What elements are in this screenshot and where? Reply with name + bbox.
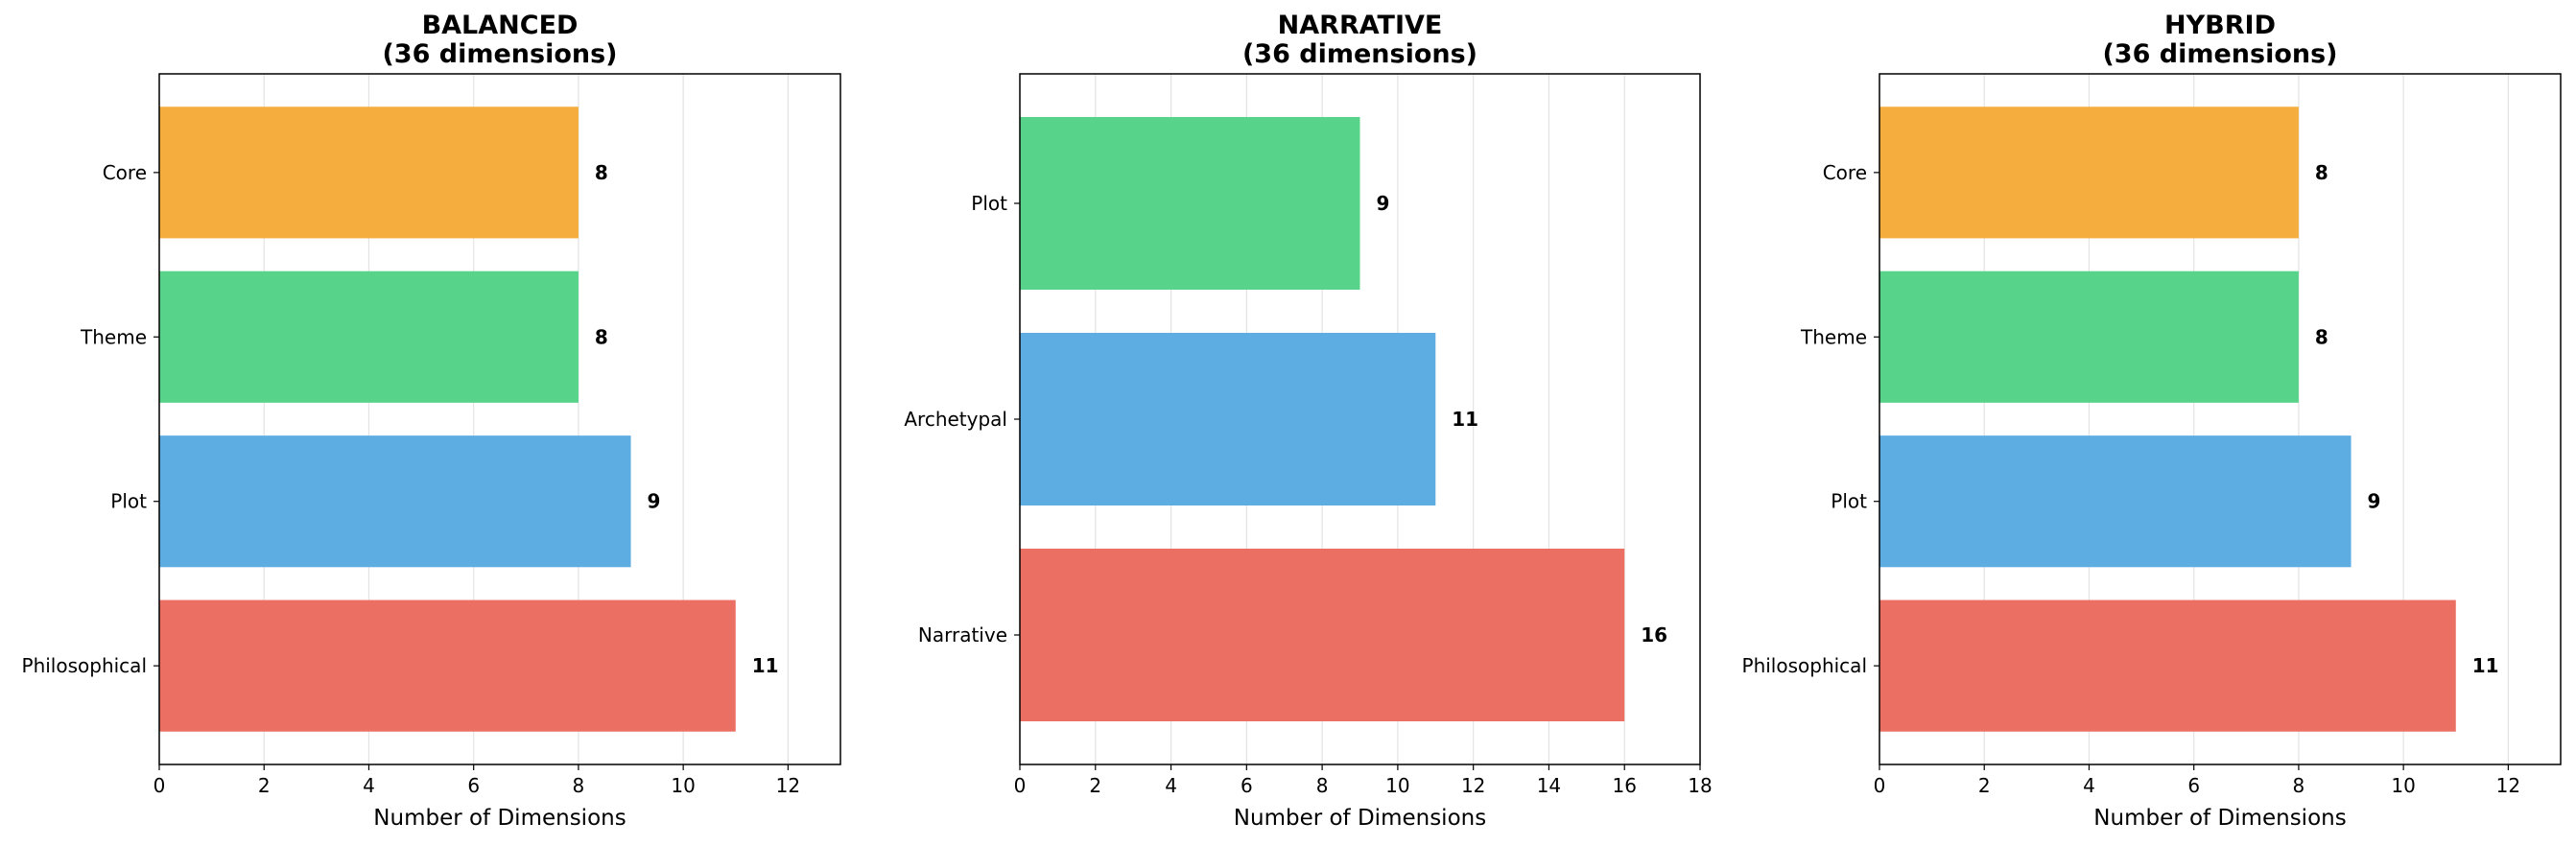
value-label: 9: [2368, 490, 2381, 513]
y-tick-label: Core: [1823, 161, 1867, 184]
y-tick-label: Plot: [110, 490, 147, 513]
chart-subtitle: (36 dimensions): [2102, 39, 2337, 69]
x-tick-label: 6: [467, 774, 480, 797]
bar-core: [1879, 106, 2299, 239]
bar-theme: [159, 270, 579, 403]
x-axis-label: Number of Dimensions: [373, 806, 626, 831]
value-label: 9: [1377, 192, 1390, 215]
x-tick-label: 8: [1316, 774, 1329, 797]
x-tick-label: 2: [258, 774, 271, 797]
x-tick-label: 4: [1165, 774, 1177, 797]
chart-panel-1: 8 Core 8 Theme 9 Plot 11 Philosophical 0 2 4 6 8 10 12…: [22, 11, 841, 831]
value-label: 8: [2315, 325, 2328, 348]
x-tick-label: 6: [1241, 774, 1253, 797]
value-label: 8: [2315, 161, 2328, 184]
chart-panel-3: 8 Core 8 Theme 9 Plot 11 Philosophical 0 2 4 6 8 10 12…: [1742, 11, 2562, 831]
x-tick-label: 6: [2187, 774, 2200, 797]
chart-subtitle: (36 dimensions): [382, 39, 617, 69]
x-axis-label: Number of Dimensions: [1234, 806, 1486, 831]
x-tick-label: 0: [1874, 774, 1886, 797]
x-tick-label: 12: [2496, 774, 2520, 797]
x-tick-label: 12: [1461, 774, 1485, 797]
value-label: 16: [1641, 623, 1667, 646]
y-tick-label: Philosophical: [1742, 654, 1867, 677]
chart-title: BALANCED: [422, 11, 579, 40]
y-tick-label: Theme: [1800, 325, 1867, 348]
axes-frame: [158, 73, 841, 765]
x-tick-label: 8: [573, 774, 585, 797]
y-tick-label: Plot: [1831, 490, 1867, 513]
x-tick-label: 4: [363, 774, 375, 797]
bar-plot: [159, 435, 631, 568]
value-label: 8: [595, 325, 608, 348]
x-tick-label: 10: [2391, 774, 2415, 797]
bar-philosophical: [159, 599, 736, 732]
chart-title: NARRATIVE: [1278, 11, 1443, 40]
value-label: 11: [752, 654, 779, 677]
bar-plot: [1879, 435, 2351, 568]
x-tick-label: 0: [1014, 774, 1027, 797]
y-tick-label: Narrative: [918, 623, 1007, 646]
chart-title: HYBRID: [2164, 11, 2276, 40]
value-label: 11: [2472, 654, 2499, 677]
value-label: 9: [648, 490, 661, 513]
bar-theme: [1879, 270, 2299, 403]
bar-core: [159, 106, 579, 239]
x-tick-label: 0: [154, 774, 166, 797]
bar-narrative: [1020, 549, 1625, 721]
y-tick-label: Plot: [971, 192, 1007, 215]
x-tick-label: 10: [1385, 774, 1409, 797]
x-tick-label: 2: [1978, 774, 1991, 797]
x-tick-label: 2: [1089, 774, 1101, 797]
chart-panel-2: 9 Plot 11 Archetypal 16 Narrative 0 2 4 6 8 10 12 14 1…: [904, 11, 1712, 831]
x-tick-label: 16: [1612, 774, 1636, 797]
x-tick-label: 18: [1688, 774, 1712, 797]
bar-plot: [1020, 117, 1360, 290]
y-tick-label: Philosophical: [22, 654, 147, 677]
y-tick-label: Core: [103, 161, 147, 184]
bar-philosophical: [1879, 599, 2456, 732]
value-label: 11: [1452, 408, 1478, 431]
x-tick-label: 10: [671, 774, 695, 797]
x-tick-label: 12: [776, 774, 800, 797]
x-tick-label: 4: [2083, 774, 2095, 797]
x-axis-label: Number of Dimensions: [2093, 806, 2346, 831]
value-label: 8: [595, 161, 608, 184]
y-tick-label: Theme: [80, 325, 147, 348]
bar-archetypal: [1020, 333, 1436, 505]
axes-frame: [1019, 73, 1701, 765]
x-tick-label: 8: [2293, 774, 2305, 797]
axes-frame: [1879, 73, 2562, 765]
x-tick-label: 14: [1537, 774, 1561, 797]
y-tick-label: Archetypal: [904, 408, 1007, 431]
chart-subtitle: (36 dimensions): [1242, 39, 1477, 69]
